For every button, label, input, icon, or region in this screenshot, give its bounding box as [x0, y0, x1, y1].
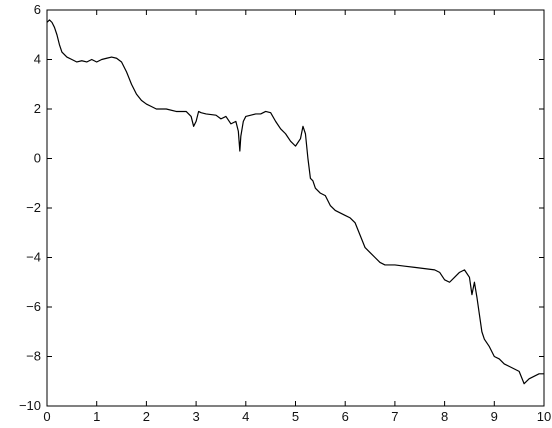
x-tick-label: 3	[192, 409, 199, 424]
y-tick-label: −4	[26, 250, 41, 265]
x-tick-label: 7	[391, 409, 398, 424]
x-tick-label: 6	[342, 409, 349, 424]
y-tick-label: 0	[34, 151, 41, 166]
x-tick-label: 4	[242, 409, 249, 424]
x-tick-label: 8	[441, 409, 448, 424]
y-tick-label: 6	[34, 2, 41, 17]
x-tick-label: 0	[43, 409, 50, 424]
x-tick-label: 5	[292, 409, 299, 424]
x-tick-label: 10	[537, 409, 551, 424]
x-tick-label: 2	[143, 409, 150, 424]
y-tick-label: −6	[26, 299, 41, 314]
y-tick-label: −8	[26, 349, 41, 364]
y-tick-label: −2	[26, 200, 41, 215]
y-tick-label: 4	[34, 52, 41, 67]
x-tick-label: 1	[93, 409, 100, 424]
y-tick-label: −10	[19, 398, 41, 413]
series-line	[46, 19, 544, 385]
y-tick-label: 2	[34, 101, 41, 116]
x-tick-label: 9	[491, 409, 498, 424]
plot-area-frame	[46, 9, 545, 407]
